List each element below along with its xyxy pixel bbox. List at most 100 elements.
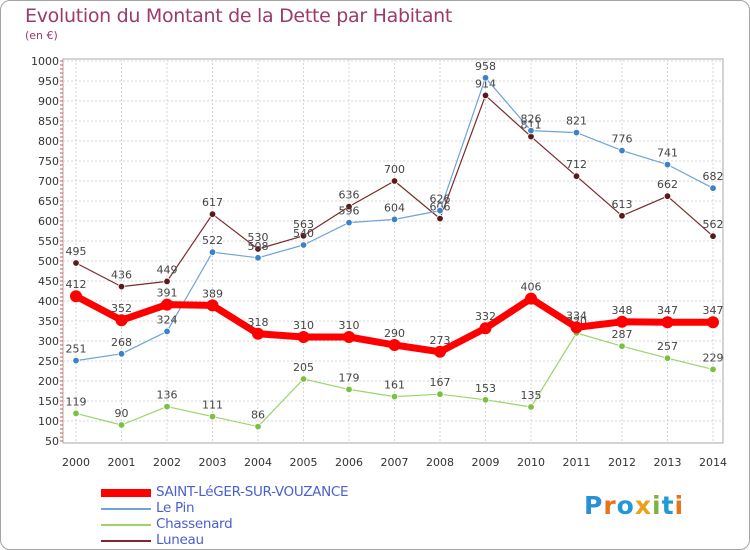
data-point xyxy=(570,321,583,334)
x-tick-label: 2011 xyxy=(563,456,591,469)
proxiti-logo: Proxiti xyxy=(584,491,684,520)
x-tick-label: 2009 xyxy=(472,456,500,469)
data-point xyxy=(709,365,717,374)
data-point xyxy=(72,409,80,418)
data-label: 90 xyxy=(115,407,129,420)
data-point xyxy=(299,375,308,383)
data-point xyxy=(436,206,444,215)
x-tick-label: 2014 xyxy=(699,456,727,469)
data-label: 617 xyxy=(202,196,223,209)
data-point xyxy=(163,277,171,286)
legend-label: Chassenard xyxy=(156,516,233,532)
logo-letter: P xyxy=(584,491,604,520)
legend-label: Luneau xyxy=(156,532,204,548)
data-point xyxy=(252,327,264,340)
data-point xyxy=(70,290,82,303)
data-label: 449 xyxy=(157,263,178,276)
x-tick-label: 2005 xyxy=(290,456,318,469)
data-label: 136 xyxy=(157,389,178,402)
data-point xyxy=(297,331,310,343)
data-label: 251 xyxy=(66,343,87,356)
data-point xyxy=(345,218,353,227)
x-tick-label: 2007 xyxy=(381,456,409,469)
data-point xyxy=(618,342,626,350)
data-point xyxy=(479,322,492,335)
data-label: 161 xyxy=(384,379,405,392)
data-point xyxy=(481,396,490,404)
data-point xyxy=(390,177,399,185)
data-point xyxy=(208,210,217,218)
data-label: 318 xyxy=(248,316,269,329)
y-tick-label: 800 xyxy=(38,135,59,148)
data-point xyxy=(163,402,171,411)
data-label: 111 xyxy=(202,399,223,412)
data-label: 167 xyxy=(430,376,451,389)
data-label: 596 xyxy=(339,205,360,218)
data-point xyxy=(481,91,490,100)
data-label: 389 xyxy=(202,287,223,300)
data-point xyxy=(299,241,308,249)
data-label: 562 xyxy=(703,218,724,231)
y-tick-label: 400 xyxy=(38,295,59,308)
x-tick-label: 2012 xyxy=(608,456,636,469)
data-label: 310 xyxy=(339,319,360,332)
data-point xyxy=(72,356,80,365)
x-tick-label: 2004 xyxy=(244,456,272,469)
data-point xyxy=(481,74,490,82)
data-label: 613 xyxy=(612,198,633,211)
x-tick-label: 2010 xyxy=(517,456,545,469)
data-label: 682 xyxy=(703,170,724,183)
data-label: 334 xyxy=(566,309,587,322)
x-tick-label: 2000 xyxy=(62,456,90,469)
y-tick-label: 350 xyxy=(38,315,59,328)
data-point xyxy=(436,390,444,398)
data-label: 604 xyxy=(384,201,405,214)
data-point xyxy=(299,232,308,240)
y-tick-label: 700 xyxy=(38,175,59,188)
data-label: 257 xyxy=(657,340,678,353)
data-label: 352 xyxy=(111,302,132,315)
data-point xyxy=(345,385,353,394)
y-tick-label: 450 xyxy=(38,275,59,288)
data-label: 636 xyxy=(339,189,360,202)
y-tick-label: 850 xyxy=(38,115,59,128)
logo-letter: x xyxy=(634,491,652,520)
chart-title: Evolution du Montant de la Dette par Hab… xyxy=(25,5,453,27)
legend-label: Le Pin xyxy=(156,500,195,516)
y-tick-label: 650 xyxy=(38,195,59,208)
y-tick-label: 600 xyxy=(38,215,59,228)
data-point xyxy=(345,202,353,211)
data-label: 662 xyxy=(657,178,678,191)
data-label: 273 xyxy=(430,334,451,347)
y-tick-label: 950 xyxy=(38,75,59,88)
data-point xyxy=(527,403,535,411)
logo-letter: i xyxy=(674,491,685,520)
x-tick-label: 2002 xyxy=(153,456,181,469)
data-label: 290 xyxy=(384,327,405,340)
data-label: 406 xyxy=(521,281,542,294)
data-point xyxy=(254,422,262,431)
data-label: 811 xyxy=(521,119,542,132)
data-point xyxy=(206,299,219,312)
data-point xyxy=(161,298,173,311)
y-tick-label: 200 xyxy=(38,375,59,388)
data-label: 347 xyxy=(703,304,724,317)
data-point xyxy=(208,412,217,421)
legend-swatch xyxy=(101,540,151,542)
data-point xyxy=(117,421,126,429)
data-point xyxy=(661,316,674,329)
data-label: 229 xyxy=(703,351,724,364)
y-tick-label: 750 xyxy=(38,155,59,168)
data-label: 712 xyxy=(566,158,587,171)
data-label: 522 xyxy=(202,234,223,247)
data-label: 412 xyxy=(66,278,87,291)
data-label: 958 xyxy=(475,60,496,73)
data-point xyxy=(436,214,444,223)
data-point xyxy=(115,314,128,327)
data-point xyxy=(434,345,446,358)
data-point xyxy=(388,339,401,351)
data-label: 700 xyxy=(384,163,405,176)
data-label: 563 xyxy=(293,218,314,231)
plot-area xyxy=(62,58,724,444)
x-tick-label: 2008 xyxy=(426,456,454,469)
